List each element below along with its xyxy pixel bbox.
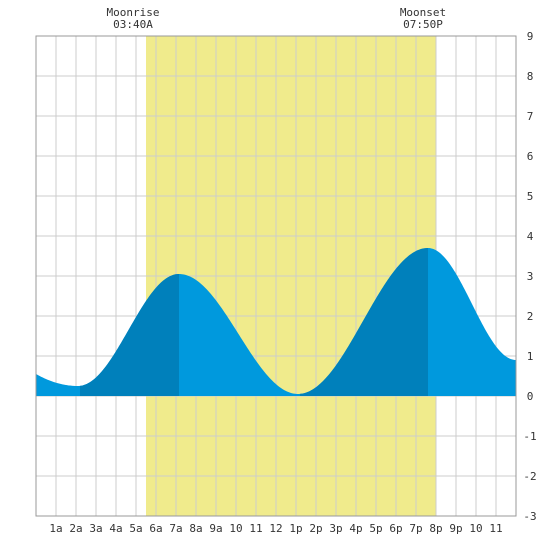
x-tick-label: 2p: [309, 522, 322, 535]
x-tick-label: 10: [229, 522, 242, 535]
moonrise-time: 03:40A: [113, 18, 153, 31]
y-tick-label: 2: [527, 310, 534, 323]
tide-area-rising: [80, 274, 179, 396]
tide-area-rising: [300, 248, 428, 396]
y-tick-label: -1: [523, 430, 536, 443]
y-tick-label: 6: [527, 150, 534, 163]
x-tick-label: 1p: [289, 522, 302, 535]
x-tick-label: 6p: [389, 522, 402, 535]
x-tick-label: 3p: [329, 522, 342, 535]
x-tick-label: 8a: [189, 522, 202, 535]
y-tick-label: 0: [527, 390, 534, 403]
y-tick-label: 5: [527, 190, 534, 203]
y-tick-label: -3: [523, 510, 536, 523]
x-tick-label: 6a: [149, 522, 162, 535]
x-tick-label: 11: [249, 522, 262, 535]
x-tick-label: 7a: [169, 522, 182, 535]
x-tick-label: 4p: [349, 522, 362, 535]
x-tick-label: 4a: [109, 522, 122, 535]
plot-frame: [35, 35, 517, 517]
y-tick-label: 3: [527, 270, 534, 283]
y-tick-label: 8: [527, 70, 534, 83]
y-tick-label: 1: [527, 350, 534, 363]
x-tick-label: 3a: [89, 522, 102, 535]
x-tick-label: 2a: [69, 522, 82, 535]
x-tick-label: 10: [469, 522, 482, 535]
x-tick-label: 8p: [429, 522, 442, 535]
x-tick-label: 9p: [449, 522, 462, 535]
y-tick-label: -2: [523, 470, 536, 483]
moonset-label: Moonset: [400, 6, 446, 19]
x-tick-label: 7p: [409, 522, 422, 535]
y-tick-label: 4: [527, 230, 534, 243]
x-tick-label: 12: [269, 522, 282, 535]
moonrise-label: Moonrise: [107, 6, 160, 19]
x-tick-label: 5a: [129, 522, 142, 535]
moonset-time: 07:50P: [403, 18, 443, 31]
y-tick-label: 9: [527, 30, 534, 43]
y-tick-label: 7: [527, 110, 534, 123]
x-tick-label: 11: [489, 522, 502, 535]
x-tick-label: 1a: [49, 522, 62, 535]
x-tick-label: 9a: [209, 522, 222, 535]
x-tick-label: 5p: [369, 522, 382, 535]
